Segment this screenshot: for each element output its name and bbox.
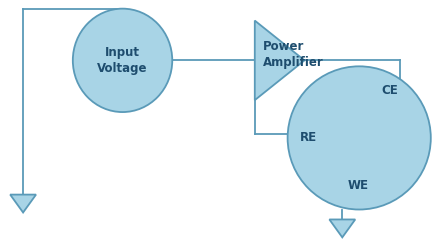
Text: Power
Amplifier: Power Amplifier: [262, 40, 323, 69]
Text: WE: WE: [346, 179, 368, 192]
Circle shape: [287, 66, 430, 210]
Polygon shape: [254, 21, 304, 100]
Polygon shape: [329, 219, 355, 237]
Text: Input
Voltage: Input Voltage: [97, 46, 148, 75]
Text: CE: CE: [380, 84, 397, 97]
Text: RE: RE: [299, 131, 316, 144]
Polygon shape: [10, 195, 36, 213]
Ellipse shape: [72, 9, 172, 112]
